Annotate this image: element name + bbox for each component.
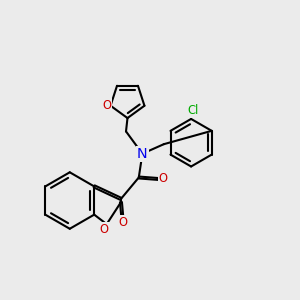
Text: O: O	[103, 99, 112, 112]
Text: O: O	[159, 172, 168, 185]
Text: N: N	[137, 147, 148, 161]
Text: Cl: Cl	[187, 104, 198, 117]
Text: O: O	[118, 216, 127, 229]
Text: O: O	[100, 223, 109, 236]
